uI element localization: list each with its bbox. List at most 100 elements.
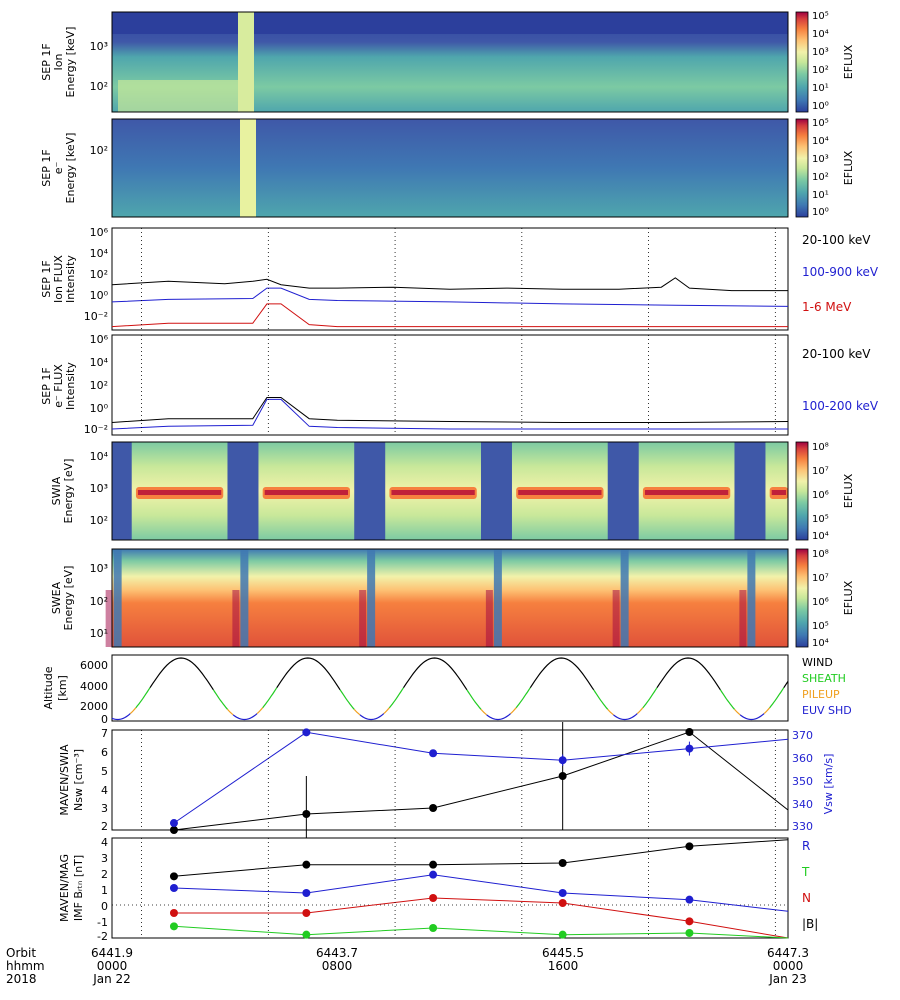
colorbar-tick: 10²	[812, 172, 829, 183]
colorbar-tick: 10⁴	[812, 531, 829, 542]
sep-ion-colorbar	[795, 11, 809, 113]
altitude-segment	[510, 707, 517, 715]
ytick-label: 4	[101, 836, 108, 849]
legend-entry: EUV SHD	[802, 704, 852, 717]
altitude-segment	[480, 708, 487, 716]
colorbar-tick: 10⁷	[812, 573, 829, 584]
swia-moments-ylabel: MAVEN/SWIA	[58, 744, 71, 816]
data-point	[169, 884, 178, 892]
swia-beam-core	[644, 490, 729, 495]
swea-ytick: 10¹	[90, 627, 108, 640]
altitude-segment	[763, 707, 771, 715]
xtick-hhmm: 1600	[548, 959, 579, 973]
swia-beam-core	[264, 490, 349, 495]
panel-swea-spectrogram: 10³ 10² 10¹ SWEA Energy [eV] 10⁸ 10⁷ 10⁶…	[50, 548, 855, 649]
altitude-segment	[769, 687, 785, 709]
xtick-orbit: 6445.5	[542, 946, 584, 960]
ytick-label: 10⁻²	[84, 310, 108, 323]
colorbar-tick: 10¹	[812, 83, 829, 94]
mag-ylabel: IMF Bᵣₜₙ [nT]	[72, 855, 85, 921]
data-point	[429, 870, 438, 879]
sep-ion-colorbar-label: EFLUX	[842, 44, 855, 79]
swia-ytick: 10³	[90, 482, 108, 495]
altitude-segment	[111, 713, 131, 721]
swea-colorbar-label: EFLUX	[842, 580, 855, 615]
ytick-label: 370	[792, 729, 813, 742]
panel-mag: 4 3 2 1 0 -1 -2 MAVEN/MAG IMF Bᵣₜₙ [nT] …	[58, 836, 818, 943]
xtick-orbit: 6443.7	[316, 946, 358, 960]
colorbar-tick: 10⁰	[812, 101, 829, 112]
legend-entry: |B|	[802, 917, 818, 931]
altitude-segment	[636, 707, 644, 715]
altitude-segment	[403, 657, 468, 691]
mag-yticks: 4 3 2 1 0 -1 -2	[97, 836, 108, 943]
altitude-segment	[129, 707, 137, 715]
ytick-label: 2	[101, 820, 108, 833]
xtick-hhmm: 0800	[322, 959, 353, 973]
colorbar-tick: 10⁸	[812, 549, 829, 560]
altitude-segment	[276, 657, 341, 691]
ytick-label: 10⁴	[90, 247, 109, 260]
colorbar-tick: 10⁶	[812, 597, 829, 608]
colorbar-tick: 10⁵	[812, 621, 829, 632]
sep-e-frame	[111, 118, 789, 218]
altitude-segment	[339, 689, 355, 710]
data-point	[429, 924, 438, 932]
xtick-orbit: 6441.9	[91, 946, 133, 960]
swia-moments-ylabel: Nsw [cm⁻³]	[72, 749, 85, 811]
ytick-label: 4	[101, 784, 108, 797]
altitude-segment	[212, 689, 228, 710]
data-point	[169, 826, 178, 834]
legend-entry: T	[801, 865, 810, 879]
sep-e-colorbar-ticks: 10⁵ 10⁴ 10³ 10² 10¹ 10⁰	[812, 118, 829, 218]
colorbar-tick: 10⁶	[812, 490, 829, 501]
colorbar-tick: 10³	[812, 154, 829, 165]
swea-notch-edge	[359, 590, 367, 647]
sep-ion-speckle-band	[112, 12, 788, 34]
ytick-label: 3	[101, 802, 108, 815]
swea-spec-image	[112, 549, 788, 647]
data-point	[169, 909, 178, 917]
sep-e-flux-ylabel: Intensity	[64, 362, 77, 410]
xaxis-row-label: hhmm	[6, 959, 45, 973]
panel-sep-electron-flux: 10⁶ 10⁴ 10² 10⁰ 10⁻² SEP 1F e⁻ FLUX Inte…	[40, 333, 879, 436]
ytick-label: 10⁶	[90, 226, 109, 239]
altitude-segment	[149, 657, 214, 691]
swia-shadow-block	[734, 442, 766, 540]
data-point	[169, 872, 178, 881]
legend-entry: WIND	[802, 656, 833, 669]
swea-notch-edge	[105, 590, 113, 647]
sep-ion-ytick: 10³	[90, 40, 108, 53]
series-line	[173, 731, 789, 831]
data-point	[685, 728, 694, 736]
ytick-label: 360	[792, 752, 813, 765]
colorbar-tick: 10⁵	[812, 11, 829, 22]
xtick-hhmm: 0000	[97, 959, 128, 973]
data-point	[558, 899, 567, 907]
altitude-frame	[111, 654, 789, 722]
data-point	[685, 917, 694, 926]
series-line	[173, 925, 789, 939]
altitude-segment	[734, 708, 741, 716]
altitude-ytick: 0	[101, 713, 108, 726]
sep-e-event-band	[240, 119, 256, 217]
sep-ion-ylabel: SEP 1F	[40, 43, 53, 80]
swea-notch	[113, 549, 122, 647]
ytick-label: 10⁻²	[84, 423, 108, 436]
colorbar-tick: 10¹	[812, 190, 829, 201]
altitude-segment	[486, 713, 511, 721]
ytick-label: 10²	[90, 268, 108, 281]
sep-e-ylabel: Energy [keV]	[64, 133, 77, 204]
series-line	[111, 277, 788, 292]
data-point	[169, 819, 178, 828]
swia-shadow-block	[112, 442, 132, 540]
sep-e-ytick: 10²	[90, 144, 108, 157]
swia-shadow-block	[607, 442, 639, 540]
data-point	[685, 929, 694, 937]
sep-e-flux-frame	[111, 334, 789, 436]
ytick-label: 3	[101, 852, 108, 865]
data-point	[429, 749, 438, 758]
swea-notch	[620, 549, 629, 647]
series-line	[111, 398, 788, 430]
